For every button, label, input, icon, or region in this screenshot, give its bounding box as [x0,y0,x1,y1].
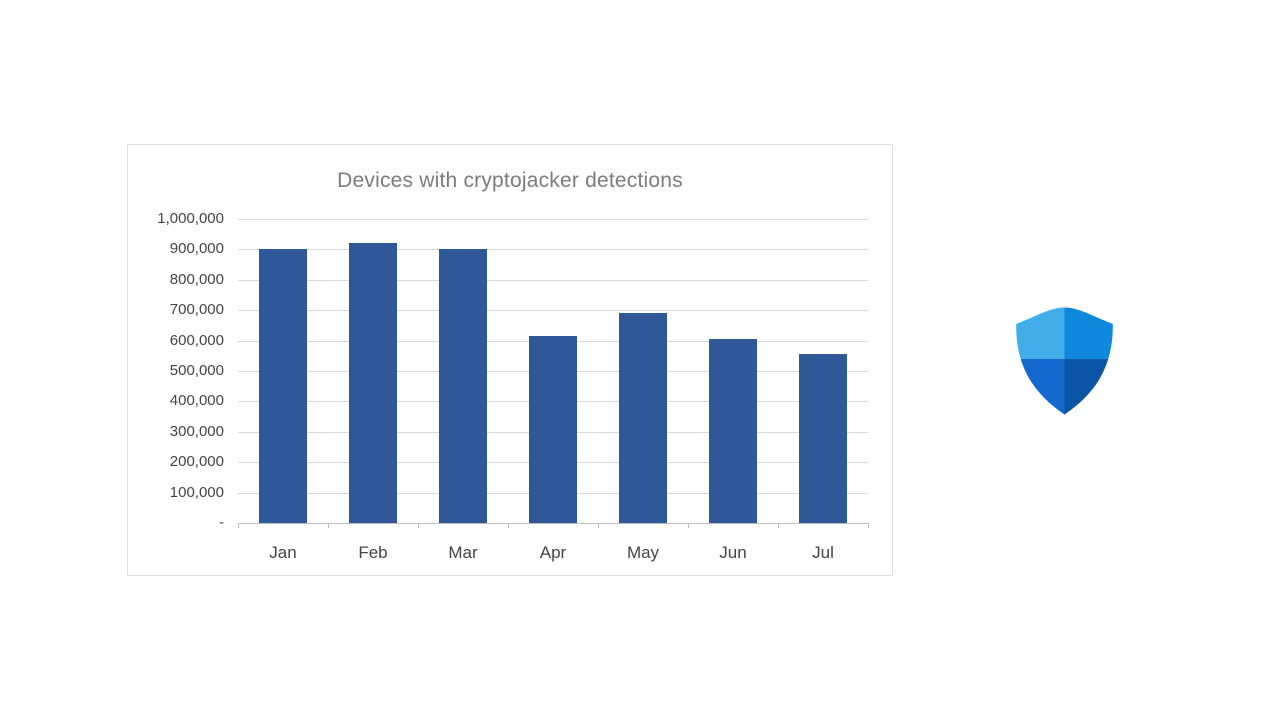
x-axis-tick [508,523,509,528]
y-axis-label: 100,000 [169,483,224,501]
bar-may [619,313,667,523]
y-axis-label: 700,000 [169,301,224,319]
x-axis-tick [418,523,419,528]
x-axis-label: Feb [358,543,388,562]
y-axis-label: 1,000,000 [157,210,224,227]
bar-mar [439,249,487,523]
y-axis-label: - [219,514,224,531]
microsoft-defender-shield-icon [1016,307,1113,415]
chart-title: Devices with cryptojacker detections [337,169,683,192]
shield-quadrant-top-left [1016,307,1065,359]
shield-quadrant-bottom-left [1016,358,1065,415]
bar-feb [349,243,397,523]
x-axis-label: Apr [539,543,567,562]
x-axis-tick [238,523,239,528]
gridline [238,279,868,281]
y-axis-label: 600,000 [169,331,224,349]
y-axis-label: 800,000 [169,270,224,288]
x-axis-tick [328,523,329,528]
y-axis-label: 900,000 [169,240,224,258]
bar-apr [529,336,577,523]
bar-jan [259,249,307,523]
x-axis-label: Jul [812,543,834,562]
shield-quadrant-bottom-right [1064,358,1113,415]
y-axis-label: 400,000 [169,392,224,410]
y-axis-label: 500,000 [169,362,224,379]
bar-jul [799,354,847,523]
gridline [238,310,868,312]
gridline [238,249,868,251]
y-axis-label: 300,000 [169,422,224,440]
x-axis-label: Mar [448,543,478,562]
x-axis-tick [598,523,599,528]
y-axis-label: 200,000 [169,453,224,471]
chart-card: Devices with cryptojacker detections - 10… [127,144,893,576]
chart-plot-area: - 100,000 200,000 300,000 400,000 500,000 600,… [128,145,892,575]
x-axis-label: May [626,543,660,562]
shield-quadrant-top-right [1064,307,1113,359]
x-axis-tick [778,523,779,528]
bar-jun [709,339,757,523]
gridline [238,219,868,220]
x-axis-label: Jun [719,543,747,562]
x-axis-tick [688,523,689,528]
x-axis-line [238,523,868,524]
x-axis-label: Jan [269,543,297,562]
x-axis-tick [868,523,869,528]
